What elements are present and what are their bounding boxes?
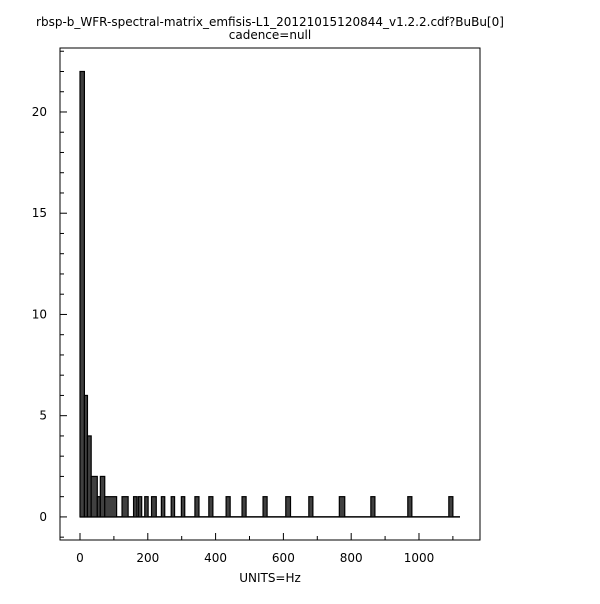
histogram-bar-3 [90, 475, 98, 518]
x-axis-label: UNITS=Hz [239, 571, 301, 585]
y-tick-label: 15 [32, 206, 47, 220]
histogram-bar-7 [121, 496, 129, 518]
histogram-bar-17 [225, 496, 231, 518]
histogram-bar-24 [407, 496, 413, 518]
histogram-bar-21 [308, 496, 314, 518]
histogram-bar-23 [370, 496, 376, 518]
histogram-bar-8 [132, 496, 138, 518]
x-tick-label: 200 [136, 551, 159, 565]
y-tick-label: 20 [32, 105, 47, 119]
histogram-bar-0 [79, 70, 86, 518]
x-tick-label: 800 [340, 551, 363, 565]
x-tick-label: 600 [272, 551, 295, 565]
histogram-bar-18 [241, 496, 247, 518]
histogram-bar-25 [448, 496, 454, 518]
histogram-bar-19 [262, 496, 268, 518]
plot-frame [59, 47, 481, 541]
chart-title: rbsp-b_WFR-spectral-matrix_emfisis-L1_20… [36, 15, 504, 29]
x-tick-label: 400 [204, 551, 227, 565]
histogram-bar-6 [104, 496, 118, 518]
histogram-bar-16 [208, 496, 214, 518]
histogram-bar-12 [160, 496, 166, 518]
histogram-bar-14 [180, 496, 186, 518]
histogram-bar-11 [150, 496, 157, 518]
y-tick-label: 5 [39, 409, 47, 423]
x-tick-label: 0 [76, 551, 84, 565]
chart-subtitle: cadence=null [229, 28, 311, 42]
histogram-bar-22 [338, 496, 346, 518]
histogram-bar-5 [99, 475, 106, 518]
histogram-bar-10 [144, 496, 149, 518]
histogram-bar-13 [170, 496, 176, 518]
histogram-bar-9 [137, 496, 143, 518]
histogram-bar-20 [285, 496, 292, 518]
histogram-bar-15 [194, 496, 200, 518]
y-tick-label: 0 [39, 510, 47, 524]
y-tick-label: 10 [32, 307, 47, 321]
x-tick-label: 1000 [404, 551, 435, 565]
